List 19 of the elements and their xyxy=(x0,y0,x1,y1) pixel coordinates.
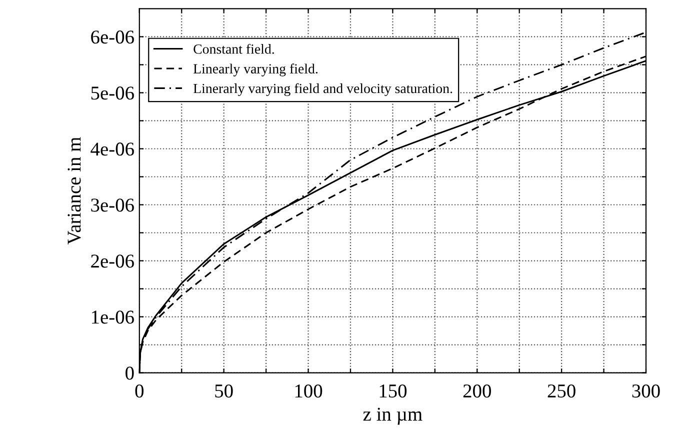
legend-label: Constant field. xyxy=(194,44,274,54)
x-tick-label: 250 xyxy=(548,384,576,398)
x-tick-label: 0 xyxy=(135,384,144,398)
y-tick-label: 5e-06 xyxy=(91,86,134,100)
x-tick-label: 300 xyxy=(632,384,660,398)
x-tick-label: 150 xyxy=(380,384,407,398)
legend-label: Linerarly varying field and velocity saturation. xyxy=(193,83,452,96)
y-axis-title: Variance in m xyxy=(68,137,81,245)
y-tick-label: 2e-06 xyxy=(91,254,134,268)
y-tick-label: 4e-06 xyxy=(90,142,134,156)
y-tick-label: 1e-06 xyxy=(92,310,134,324)
y-tick-label: 3e-06 xyxy=(91,198,134,212)
x-tick-label: 200 xyxy=(463,384,491,398)
legend-label: Linearly varying field. xyxy=(193,64,318,76)
y-tick-label: 0 xyxy=(126,366,134,380)
x-tick-label: 100 xyxy=(295,384,322,398)
x-axis-title: z in µm xyxy=(363,408,422,425)
y-tick-label: 6e-06 xyxy=(91,30,134,44)
x-tick-label: 50 xyxy=(215,384,233,398)
